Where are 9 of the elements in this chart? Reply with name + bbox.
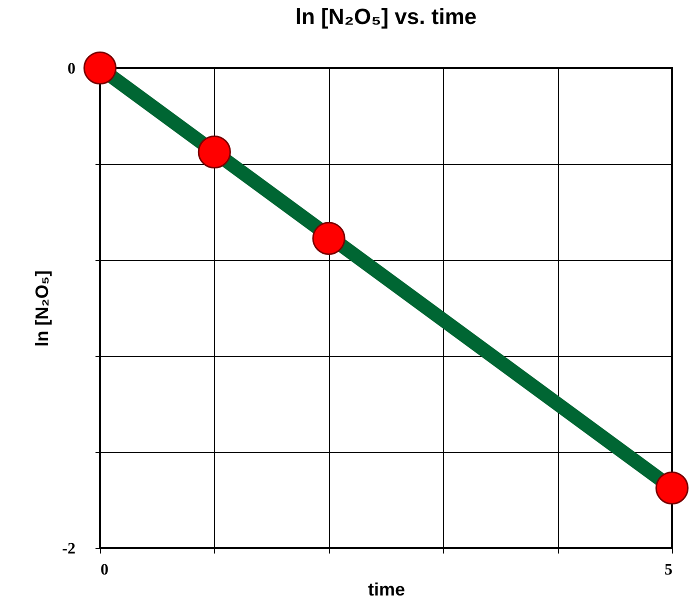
y-axis-title: ln [N₂O₅] xyxy=(32,270,52,347)
point xyxy=(312,222,346,255)
x-tick-label: 5 xyxy=(664,562,672,578)
point xyxy=(198,135,231,169)
point xyxy=(83,51,117,85)
chart-title: ln [N₂O₅] vs. time xyxy=(295,4,477,30)
point xyxy=(655,471,689,505)
y-tick-label: -2 xyxy=(62,540,76,558)
x-axis-title: time xyxy=(368,580,406,600)
